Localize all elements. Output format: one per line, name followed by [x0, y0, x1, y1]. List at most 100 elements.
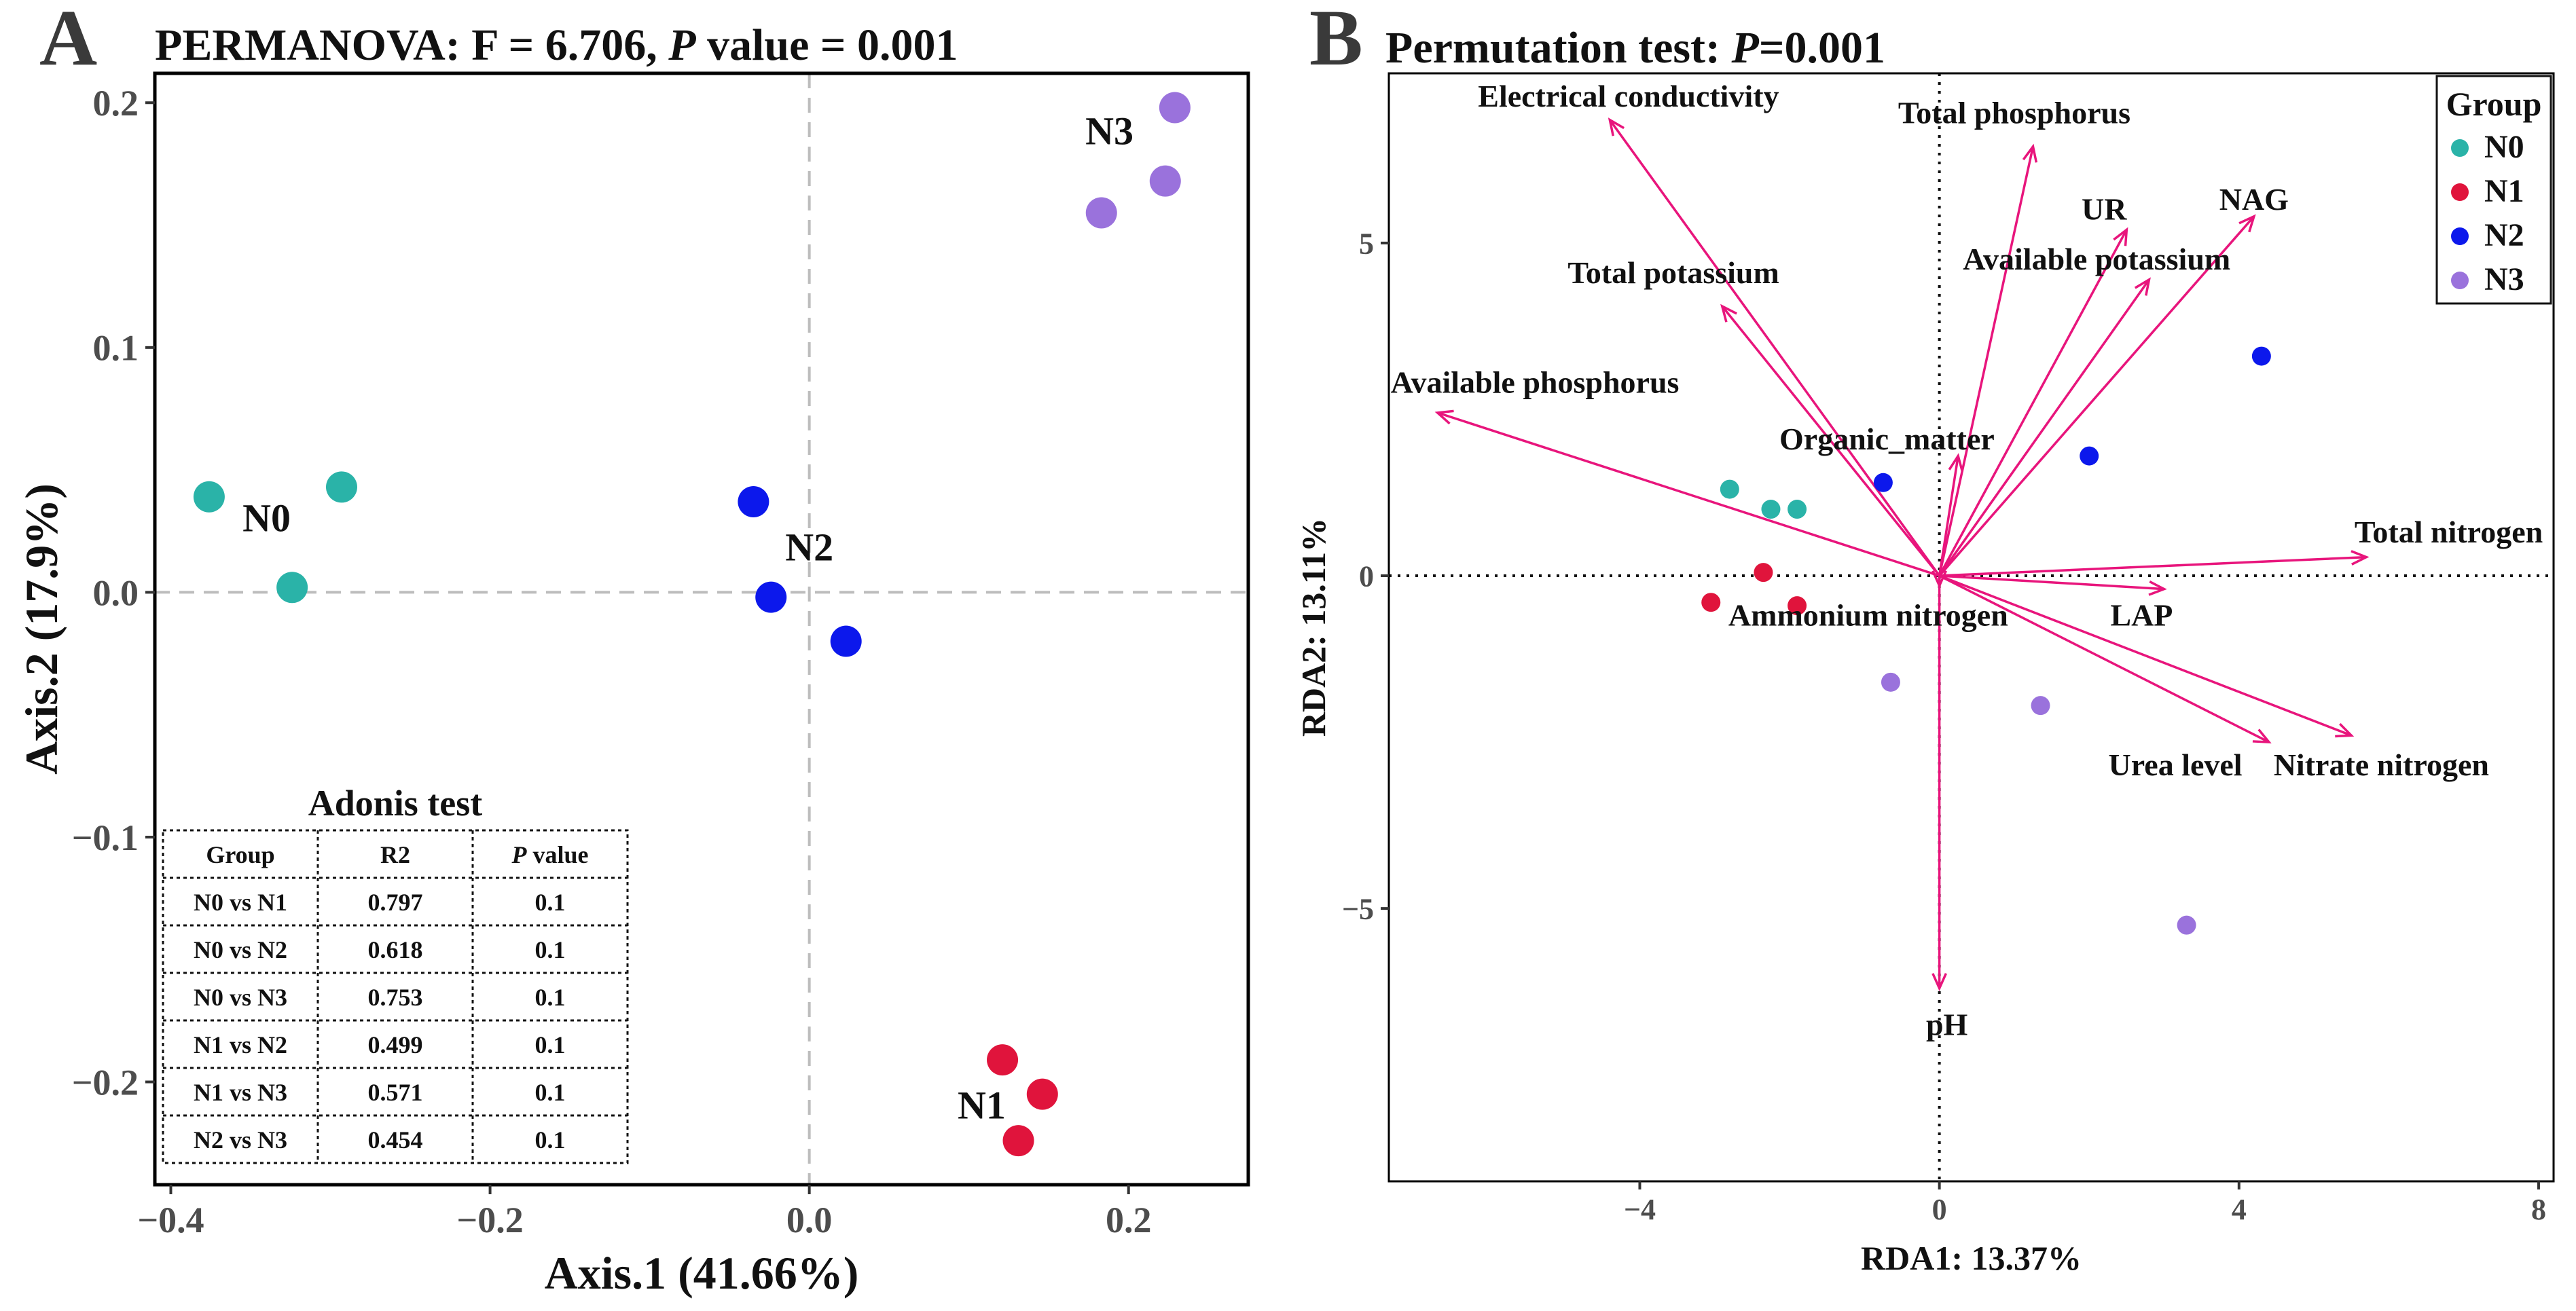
panel-a-point-n2: [830, 625, 862, 657]
panel-b-arrow-shaft: [1938, 215, 2255, 577]
panel-a-point-n3: [1085, 197, 1117, 229]
adonis-table-cell: N1 vs N3: [194, 1079, 287, 1106]
panel-b-arrow-label: Available phosphorus: [1391, 365, 1680, 399]
panel-a-x-tick-label: 0.0: [786, 1200, 833, 1240]
panel-b-arrow-label: Nitrate nitrogen: [2274, 747, 2489, 782]
panel-b-arrow-label: LAP: [2110, 598, 2173, 633]
panel-b-arrow-label: Ammonium nitrogen: [1728, 598, 2008, 633]
panel-b-arrow-head: [1948, 453, 1964, 473]
panel-b-arrow: [1938, 574, 2355, 738]
legend-title: Group: [2446, 85, 2542, 123]
panel-b-point-n1: [1701, 593, 1721, 612]
panel-b-arrow-shaft: [1938, 574, 2352, 737]
panel-a-point-n0: [193, 481, 225, 513]
panel-b-arrow-shaft: [1938, 278, 2150, 577]
panel-b-arrow: [1938, 143, 2038, 576]
panel-a: A PERMANOVA: F = 6.706, P value = 0.001 …: [16, 0, 1250, 1299]
panel-a-letter: A: [39, 0, 97, 82]
adonis-table-cell: 0.1: [535, 1079, 566, 1106]
panel-b-arrow-shaft: [1938, 456, 1959, 576]
panel-a-point-n0: [325, 471, 357, 503]
panel-b-arrow: [1931, 576, 1948, 992]
panel-a-x-tick-label: −0.2: [456, 1200, 523, 1240]
panel-b-arrow-label: Total potassium: [1567, 255, 1779, 290]
panel-b-point-n0: [1720, 479, 1739, 499]
panel-b-arrow-head: [2252, 728, 2272, 744]
panel-b-legend: Group N0 N1 N2 N3: [2435, 75, 2552, 305]
panel-a-point-n1: [1026, 1078, 1058, 1110]
panel-a-group-labels: N0 N2 N3 N1: [242, 109, 1133, 1128]
panel-b-arrow: [1939, 550, 2370, 577]
legend-label-n2: N2: [2484, 217, 2524, 253]
panel-b-arrow-label: pH: [1926, 1007, 1968, 1041]
panel-a-point-n1: [1002, 1125, 1034, 1157]
panel-b-point-n0: [1761, 500, 1781, 519]
panel-b-point-n2: [2251, 346, 2271, 366]
panel-b-title-p: P: [1731, 23, 1760, 73]
adonis-table-cell: 0.1: [535, 936, 566, 963]
panel-b-x-tick-label: 0: [1932, 1193, 1947, 1226]
adonis-table-cell: N2 vs N3: [194, 1126, 287, 1153]
panel-b-arrow-head: [2113, 227, 2128, 246]
panel-b-arrow-shaft: [1939, 574, 2164, 591]
adonis-table-cell: 0.1: [535, 984, 566, 1011]
panel-b-arrow: [1939, 574, 2167, 596]
adonis-table-cell: 0.499: [368, 1031, 423, 1058]
adonis-table-header: Group: [206, 841, 274, 868]
panel-a-title: PERMANOVA: F = 6.706, P value = 0.001: [155, 20, 958, 70]
legend-label-n3: N3: [2484, 261, 2524, 297]
legend-label-n0: N0: [2484, 129, 2524, 165]
panel-a-title-suffix: value = 0.001: [696, 20, 958, 70]
panel-a-y-tick-label: −0.1: [72, 817, 139, 858]
panel-b-arrow: [1720, 303, 1940, 577]
panel-b-point-n2: [1873, 473, 1893, 492]
panel-b-arrow-head: [2335, 722, 2355, 738]
panel-b-arrow-label: Total phosphorus: [1898, 96, 2130, 130]
panel-b-point-n3: [2177, 915, 2196, 935]
panel-b-arrow-shaft: [1938, 574, 2270, 743]
panel-b-arrows: [1434, 117, 2370, 992]
panel-b-arrow-label: Organic_matter: [1779, 422, 1995, 456]
panel-a-point-n0: [276, 572, 308, 604]
adonis-table-cell: 0.753: [368, 984, 423, 1011]
panel-b-point-n3: [2031, 696, 2050, 716]
panel-a-y-tick-label: 0.0: [93, 572, 139, 613]
panel-b-y-tick-label: 5: [1359, 227, 1374, 260]
panel-a-y-tick-label: −0.2: [72, 1062, 139, 1103]
panel-b-arrow-head: [1434, 409, 1454, 425]
panel-a-title-p: P: [668, 20, 696, 70]
panel-b-arrow-shaft: [1938, 146, 2035, 576]
adonis-table-title: Adonis test: [308, 783, 483, 824]
panel-b-arrow-label: Urea level: [2108, 747, 2242, 782]
panel-a-group-label: N2: [785, 525, 833, 570]
panel-b-arrow-shaft: [1938, 229, 2128, 576]
adonis-table-cell: 0.618: [368, 936, 423, 963]
panel-b-arrow-head: [1720, 303, 1737, 322]
panel-b-arrow-label: Available potassium: [1963, 242, 2230, 276]
adonis-table-cell: N0 vs N1: [194, 889, 287, 916]
panel-b-letter: B: [1309, 0, 1363, 82]
panel-a-group-label: N3: [1085, 109, 1133, 153]
adonis-table-cell: 0.571: [368, 1079, 423, 1106]
legend-swatch-n1: [2451, 183, 2469, 201]
panel-b-x-tick-label: −4: [1624, 1193, 1656, 1226]
adonis-table-cell: N0 vs N2: [194, 936, 287, 963]
panel-a-zero-lines: [155, 73, 1248, 1185]
panel-b-point-n3: [1881, 672, 1900, 692]
adonis-table-cell: N1 vs N2: [194, 1031, 287, 1058]
adonis-table-header-rest: value: [526, 841, 588, 868]
panel-a-y-tick-label: 0.1: [93, 328, 139, 369]
panel-a-y-tick-label: 0.2: [93, 83, 139, 124]
legend-swatch-n0: [2451, 139, 2469, 157]
panel-b-arrow: [1938, 214, 2256, 577]
panel-a-point-n2: [755, 581, 787, 613]
panel-b-title: Permutation test: P=0.001: [1385, 23, 1885, 73]
adonis-table-header-p: P: [511, 841, 527, 868]
panel-b-y-tick-label: 0: [1359, 559, 1374, 593]
panel-a-x-tick-label: −0.4: [137, 1200, 204, 1240]
panel-a-plot-frame: [153, 71, 1250, 1187]
panel-b-plot-frame: [1387, 72, 2555, 1183]
panel-b-title-prefix: Permutation test:: [1385, 23, 1732, 73]
panel-b-arrow: [1434, 409, 1940, 577]
